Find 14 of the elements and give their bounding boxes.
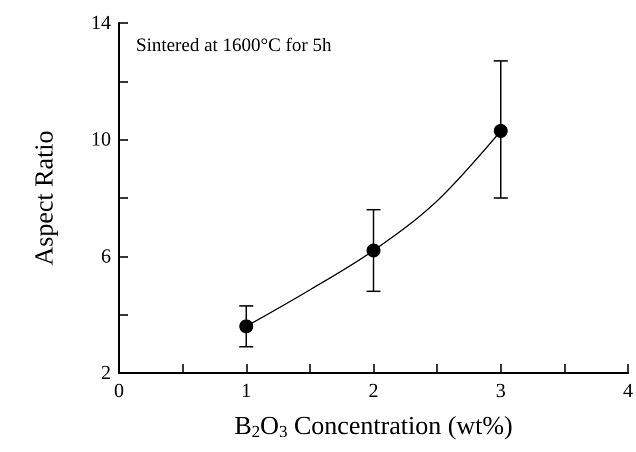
annotation: Sintered at 1600°C for 5h — [136, 35, 332, 56]
x-tick-label: 4 — [623, 380, 633, 402]
y-tick-label: 2 — [101, 362, 111, 384]
y-tick-label: 14 — [91, 12, 111, 34]
y-axis-title: Aspect Ratio — [30, 130, 58, 266]
x-tick-label: 1 — [241, 380, 252, 402]
y-tick-label: 6 — [101, 245, 111, 268]
point — [494, 124, 508, 138]
y-tick-label: 10 — [91, 128, 111, 151]
x-tick-label: 2 — [368, 380, 378, 402]
point — [239, 319, 254, 334]
x-tick-label: 0 — [114, 380, 124, 402]
point — [366, 244, 380, 258]
x-tick-label: 3 — [496, 380, 506, 402]
